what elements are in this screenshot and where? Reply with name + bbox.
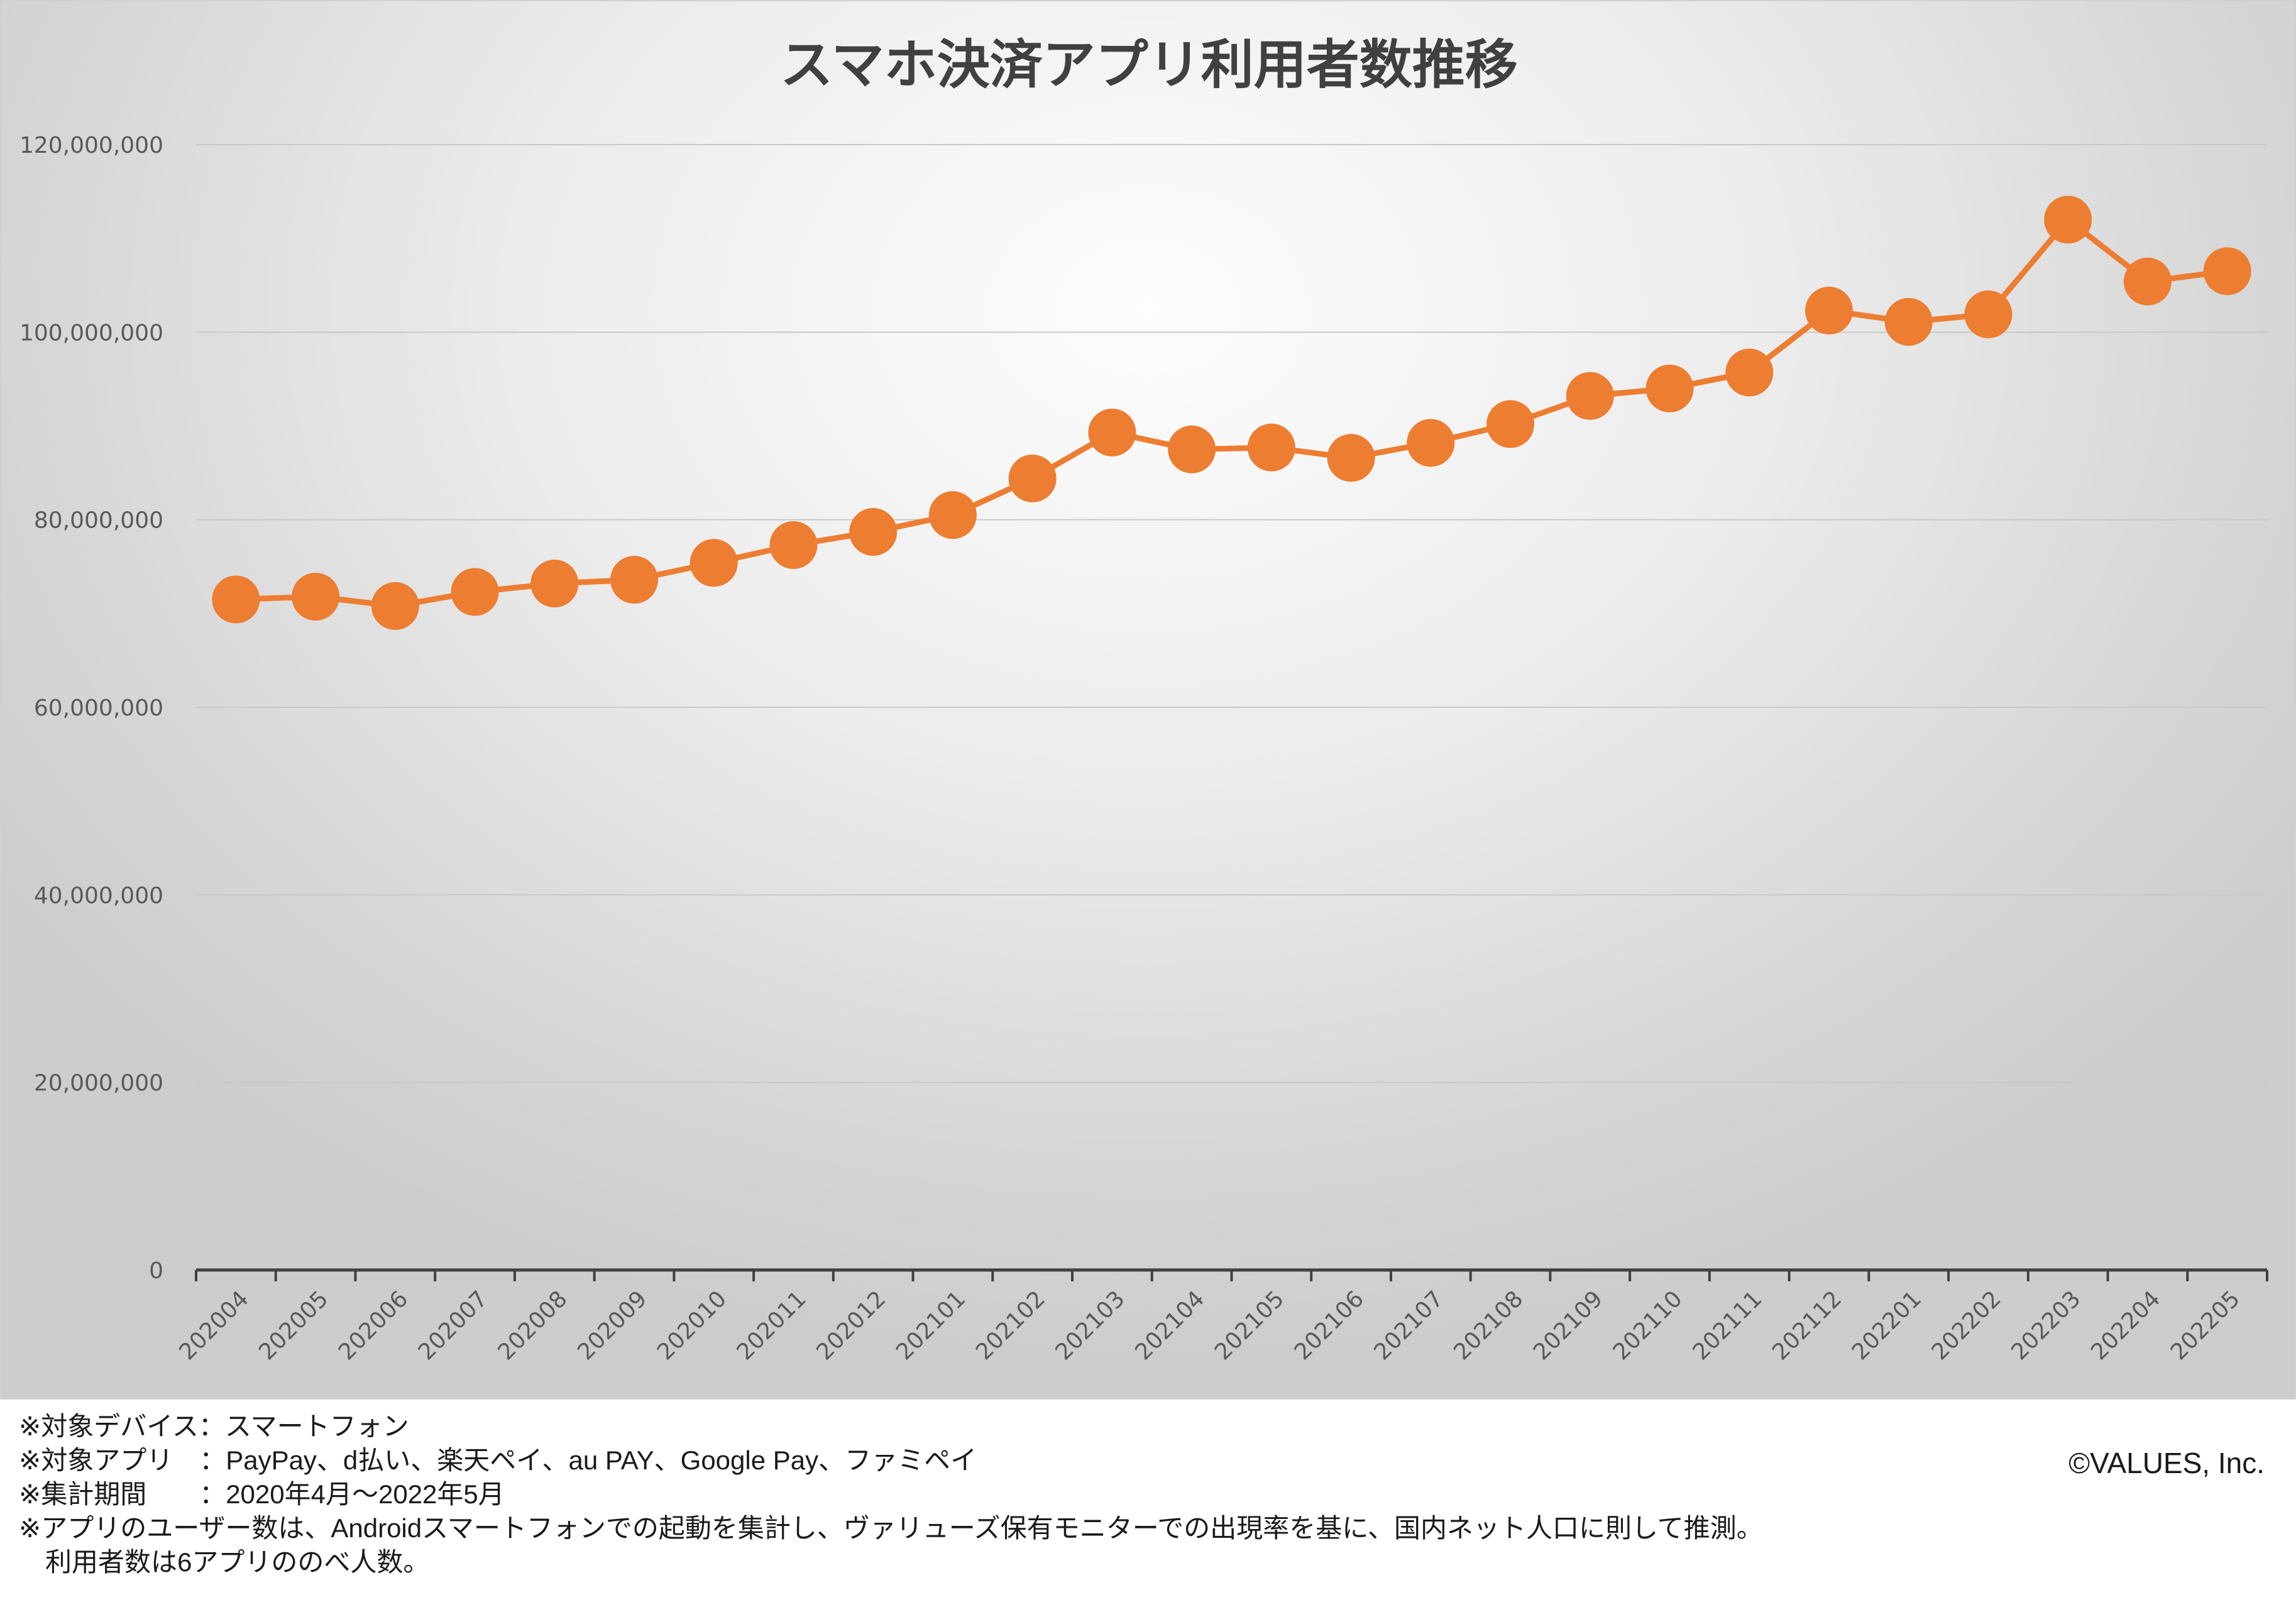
data-point: [1407, 419, 1455, 467]
x-tick-label: 202006: [334, 1286, 413, 1365]
data-point: [610, 556, 659, 604]
copyright: ©VALUES, Inc.: [2068, 1447, 2265, 1479]
data-point: [371, 582, 419, 630]
data-point: [530, 560, 579, 608]
data-point: [451, 568, 499, 616]
note-method: ※アプリのユーザー数は、Androidスマートフォンでの起動を集計し、ヴァリュー…: [19, 1513, 1763, 1543]
note-device: ※対象デバイス：スマートフォン: [19, 1411, 409, 1441]
x-tick-label: 202007: [414, 1286, 493, 1365]
data-point: [1964, 290, 2013, 338]
note-total: 利用者数は6アプリののべ人数。: [19, 1547, 430, 1577]
x-tick-label: 202012: [811, 1286, 891, 1365]
x-tick-label: 202008: [493, 1286, 572, 1365]
x-tick-label: 202201: [1847, 1286, 1926, 1365]
data-point: [1804, 287, 1853, 335]
data-point: [1168, 425, 1216, 473]
series-layer: [212, 196, 2251, 630]
x-tick-label: 202205: [2166, 1286, 2245, 1365]
data-point: [2123, 257, 2172, 306]
y-tick-label: 0: [149, 1258, 163, 1284]
x-tick-label: 202106: [1290, 1286, 1369, 1365]
data-point: [1645, 364, 1694, 412]
data-point: [1327, 434, 1375, 482]
x-tick-label: 202103: [1051, 1286, 1130, 1365]
data-point: [689, 539, 738, 587]
data-point: [1566, 372, 1614, 420]
data-point: [1088, 408, 1136, 456]
x-tick-label: 202005: [254, 1286, 333, 1365]
x-tick-label: 202009: [573, 1286, 652, 1365]
x-tick-label: 202011: [732, 1286, 811, 1365]
x-tick-label: 202107: [1370, 1286, 1449, 1365]
y-tick-label: 100,000,000: [19, 320, 163, 346]
data-point: [1884, 297, 1933, 346]
gridlines: [196, 144, 2267, 1083]
y-tick-label: 20,000,000: [34, 1071, 163, 1096]
x-tick-label: 202111: [1688, 1286, 1767, 1365]
data-point: [1008, 455, 1057, 503]
series-line: [236, 216, 2228, 609]
data-point: [849, 508, 898, 556]
y-tick-label: 40,000,000: [34, 883, 163, 908]
x-tick-label: 202105: [1210, 1286, 1289, 1365]
x-axis: [195, 1268, 2268, 1281]
note-apps: ※対象アプリ ：PayPay、d払い、楽天ペイ、au PAY、Google Pa…: [19, 1445, 977, 1475]
x-tick-label: 202203: [2006, 1286, 2085, 1365]
x-tick-label: 202101: [891, 1286, 970, 1365]
line-chart: スマホ決済アプリ利用者数推移 0 20,000,000 40,000,000 60,0…: [19, 34, 2268, 1366]
y-tick-label: 80,000,000: [34, 508, 163, 534]
x-tick-label: 202112: [1767, 1286, 1847, 1365]
data-point: [1486, 400, 1535, 448]
data-point: [2203, 247, 2251, 295]
data-point: [1725, 348, 1774, 397]
x-tick-label: 202108: [1449, 1286, 1528, 1365]
x-tick-label: 202102: [971, 1286, 1050, 1365]
x-tick-label: 202204: [2086, 1286, 2165, 1365]
note-period: ※集計期間 ：2020年4月〜2022年5月: [19, 1479, 505, 1509]
x-tick-label: 202110: [1608, 1286, 1688, 1365]
x-tick-label: 202010: [652, 1286, 732, 1365]
chart-area: スマホ決済アプリ利用者数推移 0 20,000,000 40,000,000 60,0…: [0, 0, 2296, 1400]
data-point: [292, 572, 340, 621]
data-point: [1247, 423, 1295, 472]
x-tick-label: 202109: [1529, 1286, 1608, 1365]
x-tick-label: 202004: [175, 1286, 254, 1365]
data-point: [212, 575, 260, 624]
x-tick-label: 202202: [1927, 1286, 2006, 1365]
x-tick-label: 202104: [1130, 1286, 1209, 1365]
y-tick-label: 120,000,000: [19, 133, 163, 158]
y-axis-ticks: 0 20,000,000 40,000,000 60,000,000 80,000,00…: [19, 133, 163, 1284]
chart-title: スマホ決済アプリ利用者数推移: [780, 34, 1517, 96]
x-axis-ticks: 202004 202005 202006 202007 202008 202009 2020…: [175, 1286, 2245, 1365]
data-point: [769, 521, 818, 569]
y-tick-label: 60,000,000: [34, 695, 163, 721]
footnotes: ※対象デバイス：スマートフォン ※対象アプリ ：PayPay、d払い、楽天ペイ、…: [19, 1410, 1999, 1579]
data-point: [2044, 196, 2092, 244]
data-point: [928, 491, 977, 539]
